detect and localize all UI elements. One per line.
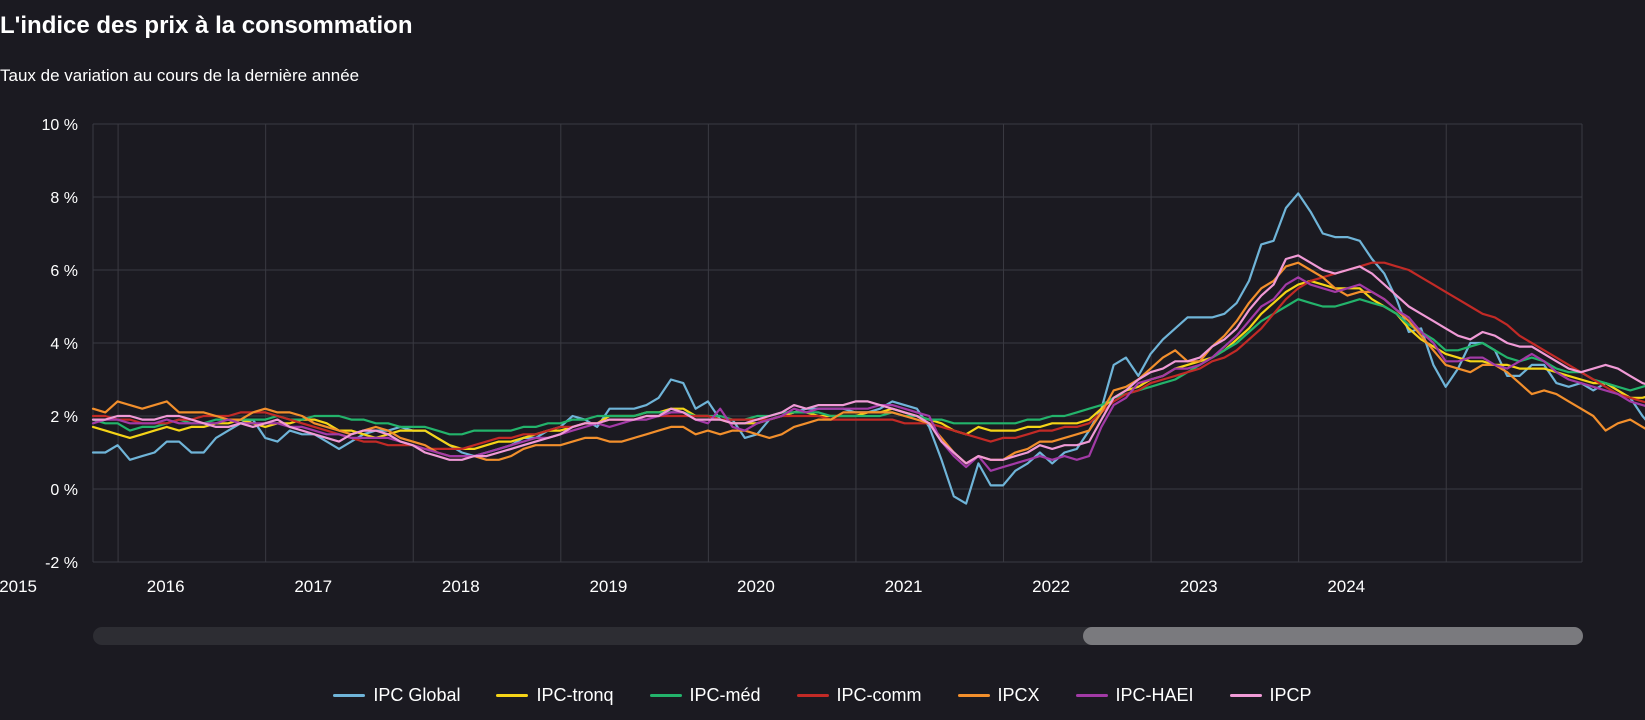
legend-label: IPC Global: [373, 684, 461, 705]
x-tick-label: 2023: [1180, 577, 1218, 596]
y-axis-ticks: -2 % 0 % 2 % 4 % 6 % 8 % 10 %: [42, 117, 78, 572]
series-line-ipc-m-d[interactable]: [91, 298, 1645, 436]
legend-label: IPC-tronq: [536, 684, 614, 705]
series-line-ipcp[interactable]: [91, 254, 1645, 465]
y-tick-label: 8 %: [50, 190, 78, 207]
chart-legend: IPC Global IPC-tronq IPC-méd IPC-comm IPCX IP…: [0, 680, 1645, 710]
range-scrollbar[interactable]: [93, 627, 1583, 645]
series-layer[interactable]: [91, 192, 1645, 505]
scrollbar-thumb[interactable]: [1083, 627, 1583, 645]
legend-swatch: [957, 693, 990, 697]
x-tick-label: 2016: [147, 577, 185, 596]
y-tick-label: -2 %: [45, 555, 78, 572]
x-tick-label: 2018: [442, 577, 480, 596]
series-line-ipc-tronq[interactable]: [91, 279, 1645, 450]
y-tick-label: 0 %: [50, 482, 78, 499]
legend-item[interactable]: IPCX: [957, 684, 1040, 706]
grid-layer: [92, 123, 1583, 563]
legend-item[interactable]: IPCP: [1229, 684, 1312, 706]
y-tick-label: 4 %: [50, 336, 78, 353]
legend-label: IPCX: [997, 684, 1040, 705]
legend-swatch: [649, 693, 682, 697]
legend-swatch: [796, 693, 829, 697]
y-tick-label: 6 %: [50, 263, 78, 280]
legend-item[interactable]: IPC Global: [333, 685, 460, 706]
legend-item[interactable]: IPC-comm: [796, 684, 922, 706]
legend-item[interactable]: IPC-méd: [649, 684, 761, 706]
x-tick-label: 2019: [589, 577, 627, 596]
y-tick-label: 10 %: [42, 117, 78, 134]
x-tick-label: 2022: [1032, 577, 1070, 596]
legend-label: IPC-HAEI: [1115, 684, 1194, 705]
legend-label: IPC-méd: [689, 684, 761, 705]
legend-label: IPCP: [1269, 684, 1312, 705]
legend-swatch: [333, 693, 366, 697]
series-line-ipc-comm[interactable]: [91, 261, 1645, 450]
legend-item[interactable]: IPC-HAEI: [1075, 684, 1194, 706]
chart-title: L'indice des prix à la consommation: [0, 12, 413, 39]
x-tick-label: 2024: [1327, 577, 1365, 596]
legend-swatch: [1075, 693, 1108, 697]
y-tick-label: 2 %: [50, 409, 78, 426]
x-tick-label: 2020: [737, 577, 775, 596]
legend-item[interactable]: IPC-tronq: [496, 684, 614, 706]
chart-subtitle: Taux de variation au cours de la dernièr…: [0, 66, 360, 85]
series-line-ipc-global[interactable]: [91, 192, 1645, 505]
x-tick-label: 2015: [0, 577, 37, 596]
legend-label: IPC-comm: [836, 684, 922, 705]
x-tick-label: 2021: [885, 577, 923, 596]
legend-swatch: [496, 693, 529, 697]
x-tick-label: 2017: [294, 577, 332, 596]
series-line-ipc-haei[interactable]: [91, 276, 1645, 472]
legend-swatch: [1229, 693, 1262, 697]
line-chart: -2 % 0 % 2 % 4 % 6 % 8 % 10 % 2015 2016 2017 2018…: [0, 117, 1645, 596]
x-axis-ticks: 2015 2016 2017 2018 2019 2020 2021 2022 2023 2024: [0, 577, 1365, 596]
